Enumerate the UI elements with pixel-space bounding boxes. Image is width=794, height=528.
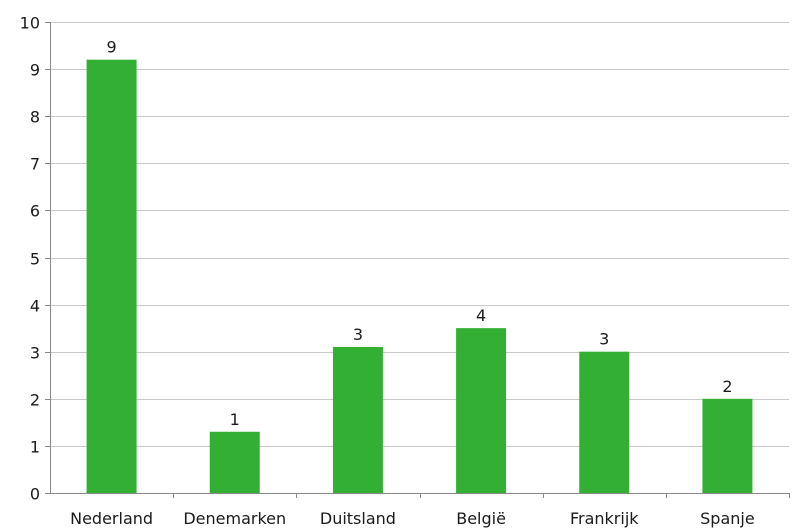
y-tick-label: 9 <box>30 61 40 80</box>
y-tick-label: 5 <box>30 250 40 269</box>
data-label: 3 <box>353 325 363 344</box>
y-tick-label: 1 <box>30 438 40 457</box>
x-tick-label: Frankrijk <box>570 509 639 528</box>
data-label: 1 <box>230 410 240 429</box>
y-tick-label: 10 <box>20 14 40 33</box>
bar-belgië <box>456 328 507 493</box>
data-label: 9 <box>106 38 116 57</box>
y-tick-label: 6 <box>30 202 40 221</box>
x-tick-label: Duitsland <box>320 509 396 528</box>
bar-duitsland <box>332 346 383 493</box>
data-label: 4 <box>476 306 486 325</box>
y-tick-label: 2 <box>30 391 40 410</box>
data-label: 3 <box>599 330 609 349</box>
bar-nederland <box>86 59 137 494</box>
x-tick-label: België <box>456 509 506 528</box>
bars <box>86 59 753 494</box>
bar-spanje <box>702 398 753 493</box>
bar-frankrijk <box>579 351 630 493</box>
bar-denemarken <box>209 431 260 493</box>
y-tick-label: 8 <box>30 108 40 127</box>
x-tick-label: Denemarken <box>183 509 286 528</box>
grid <box>50 22 789 447</box>
axes <box>45 22 790 498</box>
labels: 0 1 2 3 4 5 6 7 8 9 10 9 Nederland 1 Denemarken 3 Duitsl… <box>20 14 755 528</box>
x-tick-label: Spanje <box>700 509 755 528</box>
y-tick-label: 3 <box>30 344 40 363</box>
data-label: 2 <box>722 377 732 396</box>
y-tick-label: 0 <box>30 485 40 504</box>
y-tick-label: 4 <box>30 297 40 316</box>
y-tick-label: 7 <box>30 155 40 174</box>
x-tick-label: Nederland <box>70 509 153 528</box>
